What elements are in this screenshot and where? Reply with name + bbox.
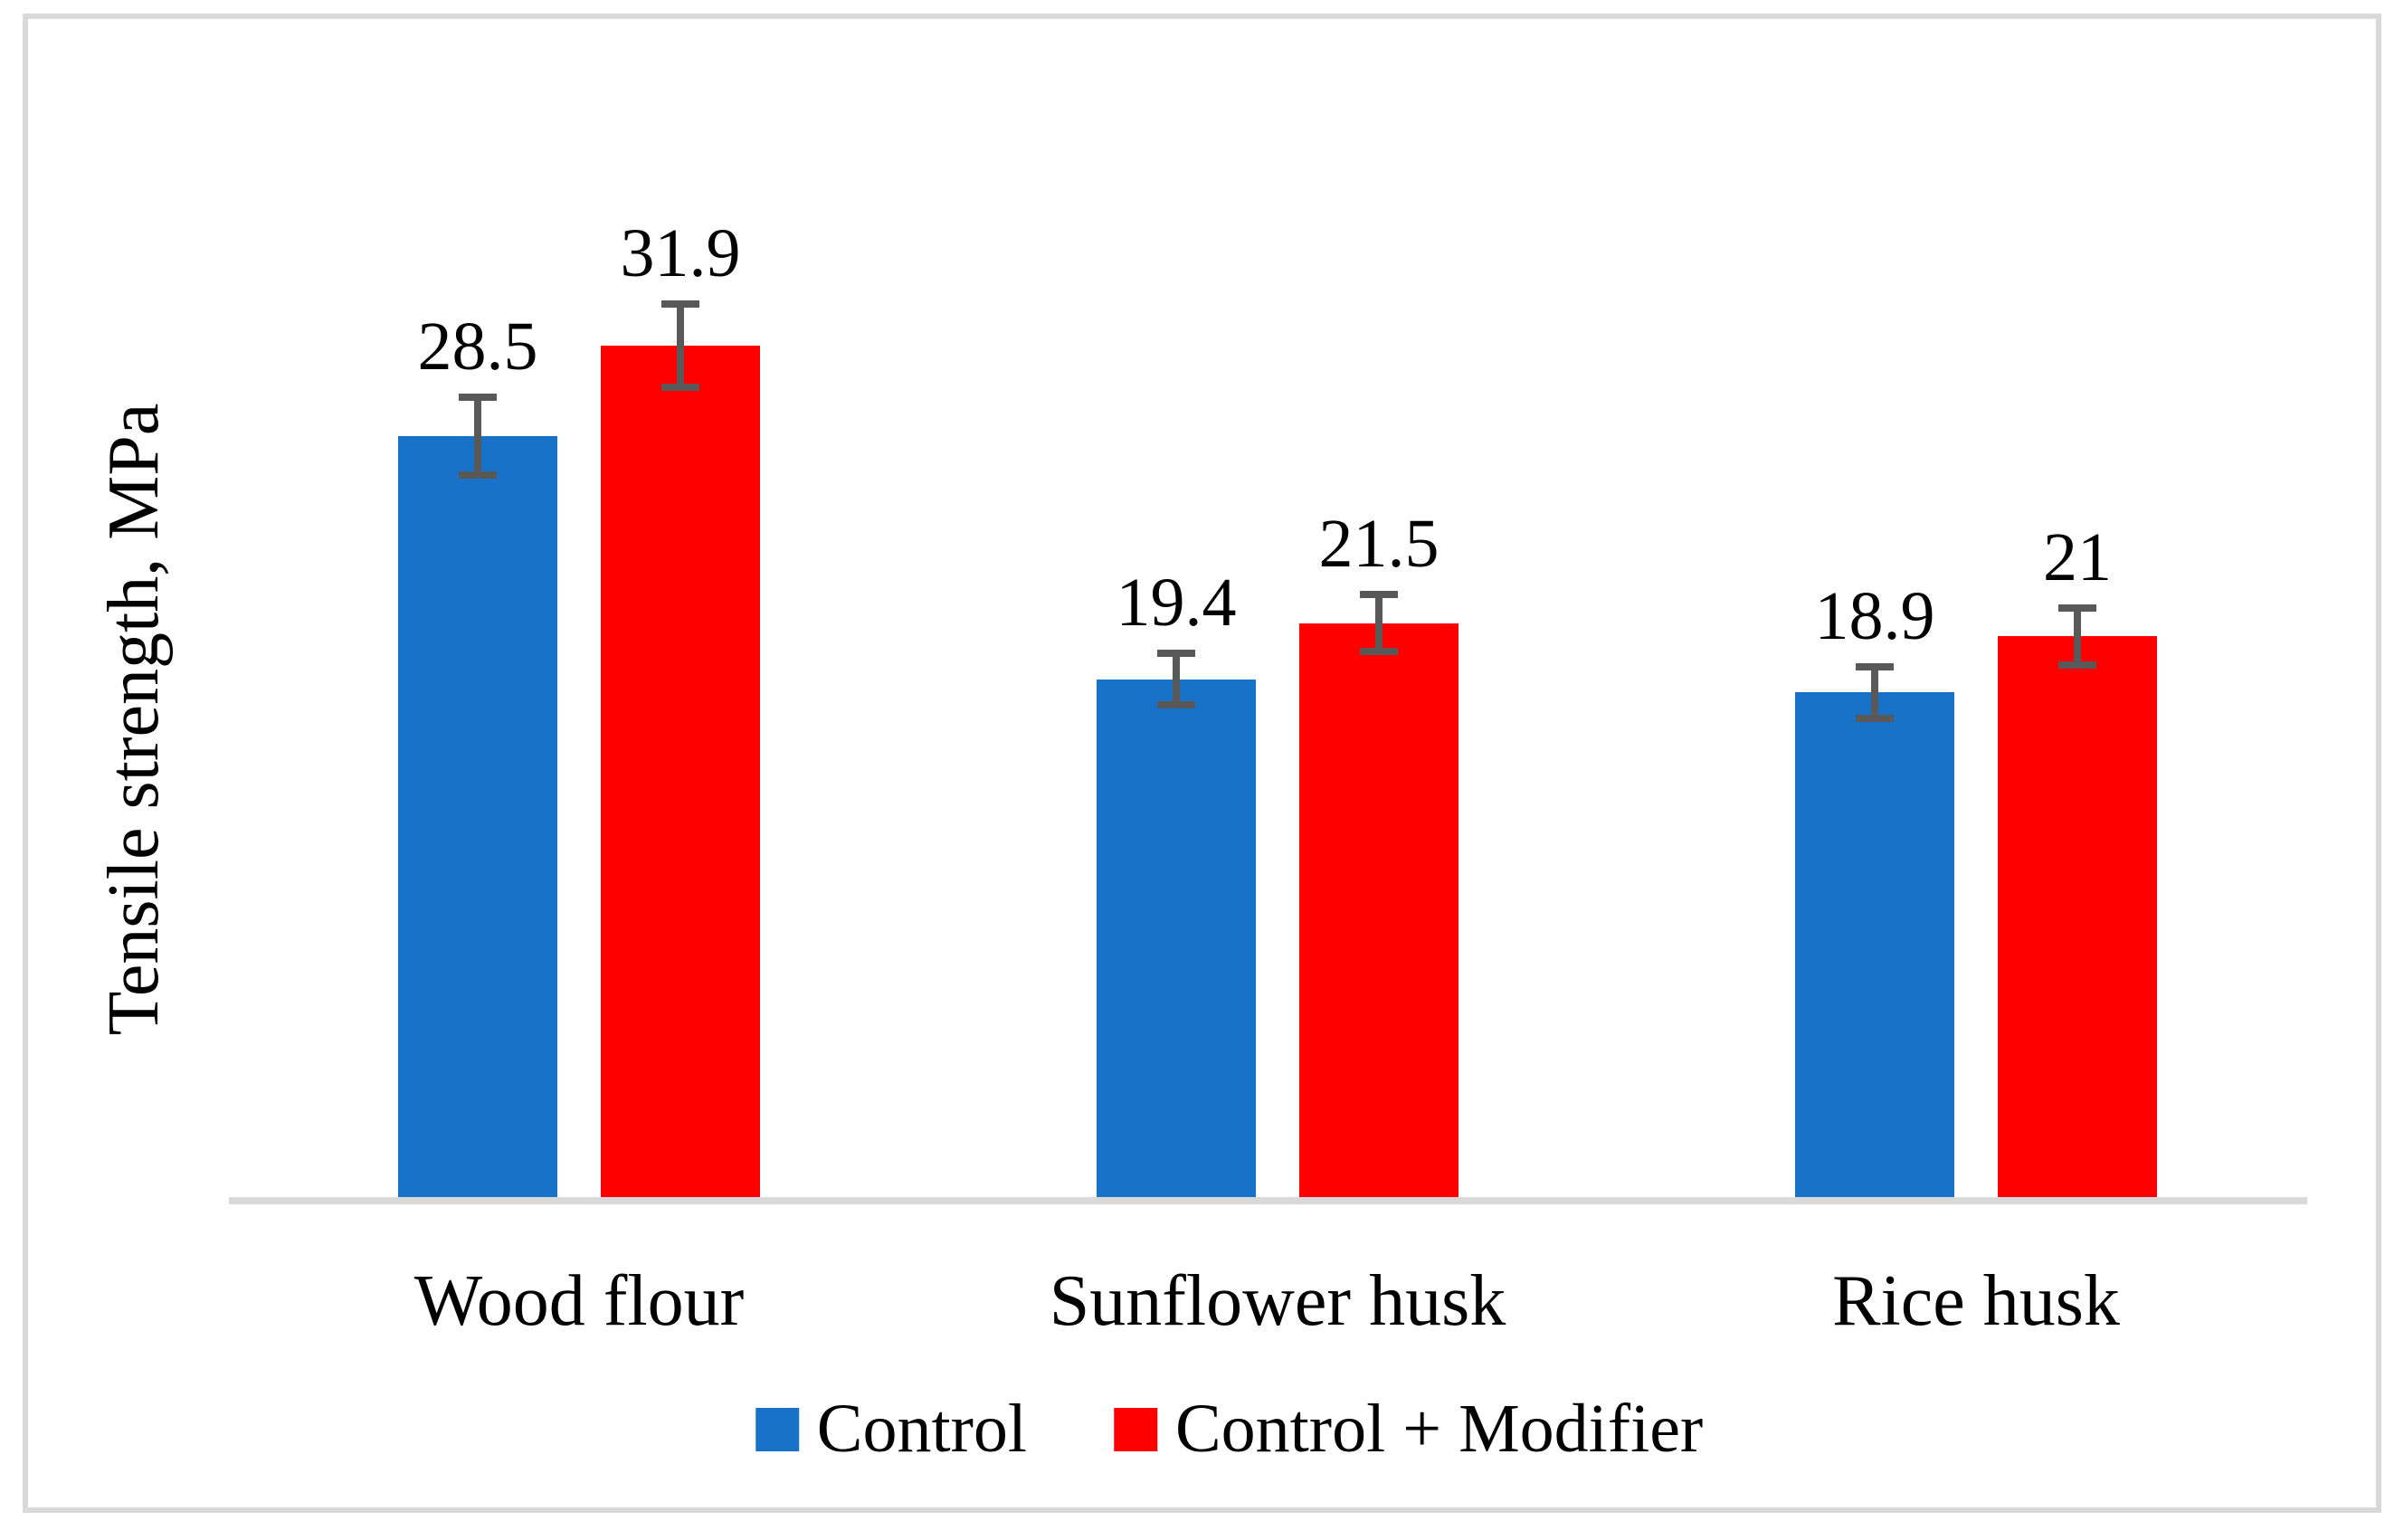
legend-label-control: Control xyxy=(816,1391,1027,1467)
error-bar-cap-bottom-control-wood-flour xyxy=(459,471,497,479)
error-bar-cap-bottom-control-modifier-wood-flour xyxy=(661,384,699,391)
legend-swatch-control-icon xyxy=(755,1407,799,1451)
value-label-control-wood-flour: 28.5 xyxy=(417,309,538,385)
value-label-control-modifier-sunflower-husk: 21.5 xyxy=(1318,506,1440,582)
value-label-control-rice-husk: 18.9 xyxy=(1814,578,1935,654)
error-bar-line-control-modifier-sunflower-husk xyxy=(1375,591,1383,655)
category-label-wood-flour: Wood flour xyxy=(413,1261,745,1341)
category-label-rice-husk: Rice husk xyxy=(1832,1261,2120,1341)
value-label-control-modifier-rice-husk: 21 xyxy=(2043,519,2112,595)
error-bar-line-control-rice-husk xyxy=(1871,663,1878,722)
legend-item-control-modifier: Control + Modifier xyxy=(1113,1391,1704,1468)
bar-control-modifier-rice-husk xyxy=(1998,636,2157,1197)
bar-control-wood-flour xyxy=(398,436,557,1197)
legend-label-control-modifier: Control + Modifier xyxy=(1174,1391,1704,1467)
x-axis-line xyxy=(229,1197,2307,1204)
figure-border xyxy=(23,14,2381,1513)
bar-control-modifier-wood-flour xyxy=(601,346,760,1197)
legend: Control Control + Modifier xyxy=(755,1391,1704,1468)
error-bar-cap-bottom-control-modifier-rice-husk xyxy=(2058,661,2096,669)
legend-item-control: Control xyxy=(755,1391,1027,1468)
bar-control-sunflower-husk xyxy=(1097,680,1256,1197)
error-bar-cap-bottom-control-modifier-sunflower-husk xyxy=(1360,648,1398,655)
error-bar-line-control-wood-flour xyxy=(474,394,481,479)
value-label-control-sunflower-husk: 19.4 xyxy=(1116,565,1237,641)
value-label-control-modifier-wood-flour: 31.9 xyxy=(620,215,741,291)
error-bar-line-control-sunflower-husk xyxy=(1173,650,1180,708)
error-bar-cap-bottom-control-sunflower-husk xyxy=(1157,701,1195,708)
error-bar-line-control-modifier-wood-flour xyxy=(677,300,684,391)
bar-control-modifier-sunflower-husk xyxy=(1299,623,1459,1197)
category-label-sunflower-husk: Sunflower husk xyxy=(1049,1261,1506,1341)
y-axis-title: Tensile strength, MPa xyxy=(94,403,174,1036)
legend-swatch-control-modifier-icon xyxy=(1113,1407,1157,1451)
error-bar-cap-bottom-control-rice-husk xyxy=(1856,715,1894,722)
error-bar-line-control-modifier-rice-husk xyxy=(2074,604,2081,669)
bar-control-rice-husk xyxy=(1795,692,1954,1197)
